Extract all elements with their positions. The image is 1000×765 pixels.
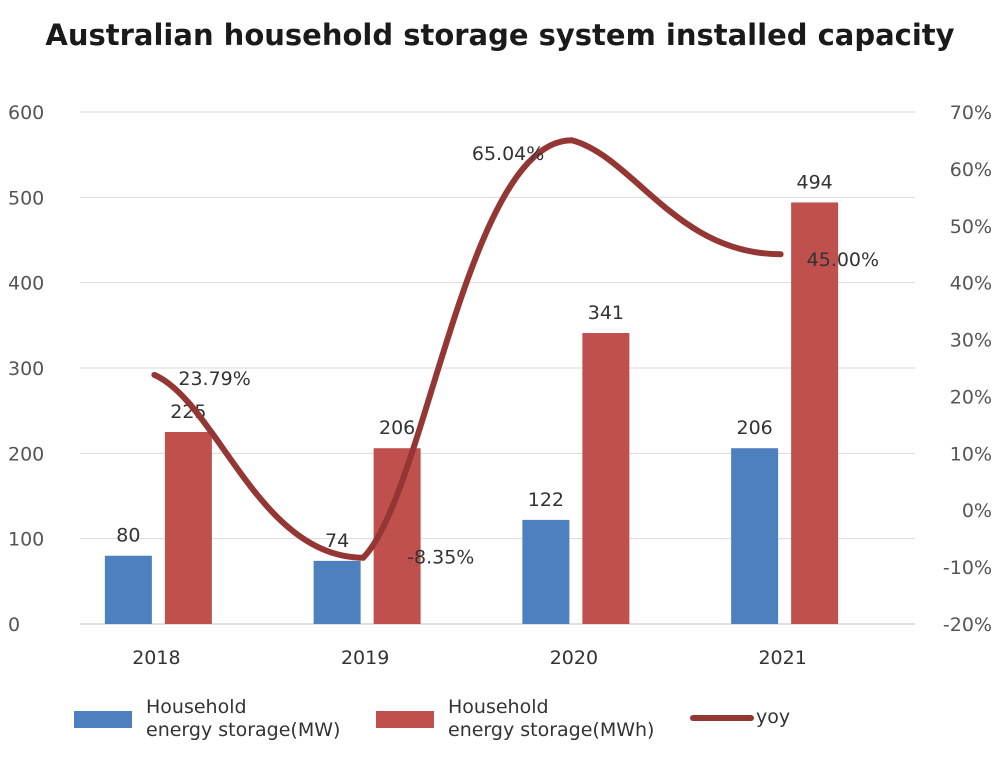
y-left-tick-label: 500 (8, 187, 44, 209)
y-left-tick-label: 400 (8, 273, 44, 295)
yoy-line (151, 137, 784, 561)
legend-label-mw: Household energy storage(MW) (146, 696, 341, 741)
y-right-tick-label: 40% (950, 273, 992, 295)
x-tick-label: 2021 (758, 647, 806, 669)
bar-data-label: 80 (116, 525, 140, 547)
legend-label-mwh: Household energy storage(MWh) (448, 696, 655, 741)
yoy-data-label: -8.35% (407, 547, 474, 569)
bar-data-label: 206 (379, 417, 415, 439)
y-right-tick-label: 10% (950, 443, 992, 465)
y-right-tick-label: 20% (950, 386, 992, 408)
legend-item-yoy: yoy (690, 706, 790, 729)
y-right-tick-label: 70% (950, 102, 992, 124)
y-right-tick-label: 50% (950, 216, 992, 238)
bar-data-label: 122 (528, 489, 564, 511)
legend-swatch-mw (74, 710, 132, 728)
bar (731, 448, 779, 624)
yoy-data-label: 65.04% (472, 143, 544, 165)
y-left-tick-label: 200 (8, 443, 44, 465)
bar-data-label: 341 (588, 302, 624, 324)
legend-swatch-mwh (376, 710, 434, 728)
y-left-tick-label: 600 (8, 102, 44, 124)
bar-data-label: 74 (325, 530, 349, 552)
bar (582, 333, 630, 624)
yoy-data-label: 23.79% (178, 368, 250, 390)
bar-data-label: 206 (736, 417, 772, 439)
legend-swatch-yoy (690, 714, 754, 721)
x-tick-label: 2020 (550, 647, 598, 669)
bar-data-label: 494 (796, 171, 832, 193)
y-right-tick-label: -10% (943, 557, 992, 579)
bar (313, 560, 361, 624)
legend-item-mw: Household energy storage(MW) (74, 696, 340, 742)
y-right-tick-label: -20% (943, 614, 992, 636)
y-right-tick-label: 60% (950, 159, 992, 181)
chart-title: Australian household storage system inst… (45, 18, 955, 52)
x-tick-label: 2019 (341, 647, 389, 669)
y-left-tick-label: 100 (8, 529, 44, 551)
chart-legend: Household energy storage(MW) Household e… (0, 696, 1000, 756)
y-right-tick-label: 0% (962, 500, 992, 522)
bar (522, 519, 570, 624)
yoy-data-label: 45.00% (807, 249, 879, 271)
x-tick-label: 2018 (132, 647, 180, 669)
bar (791, 202, 839, 624)
legend-label-yoy: yoy (756, 706, 791, 728)
y-right-tick-label: 30% (950, 330, 992, 352)
y-left-tick-label: 300 (8, 358, 44, 380)
bar (164, 432, 212, 624)
bar (104, 555, 152, 624)
y-left-tick-label: 0 (8, 614, 20, 636)
chart-plot: 0 100 200 300 400 500 600 -20% -10% 0% 10% 20% 30% 40… (8, 102, 992, 669)
legend-item-mwh: Household energy storage(MWh) (376, 696, 654, 742)
